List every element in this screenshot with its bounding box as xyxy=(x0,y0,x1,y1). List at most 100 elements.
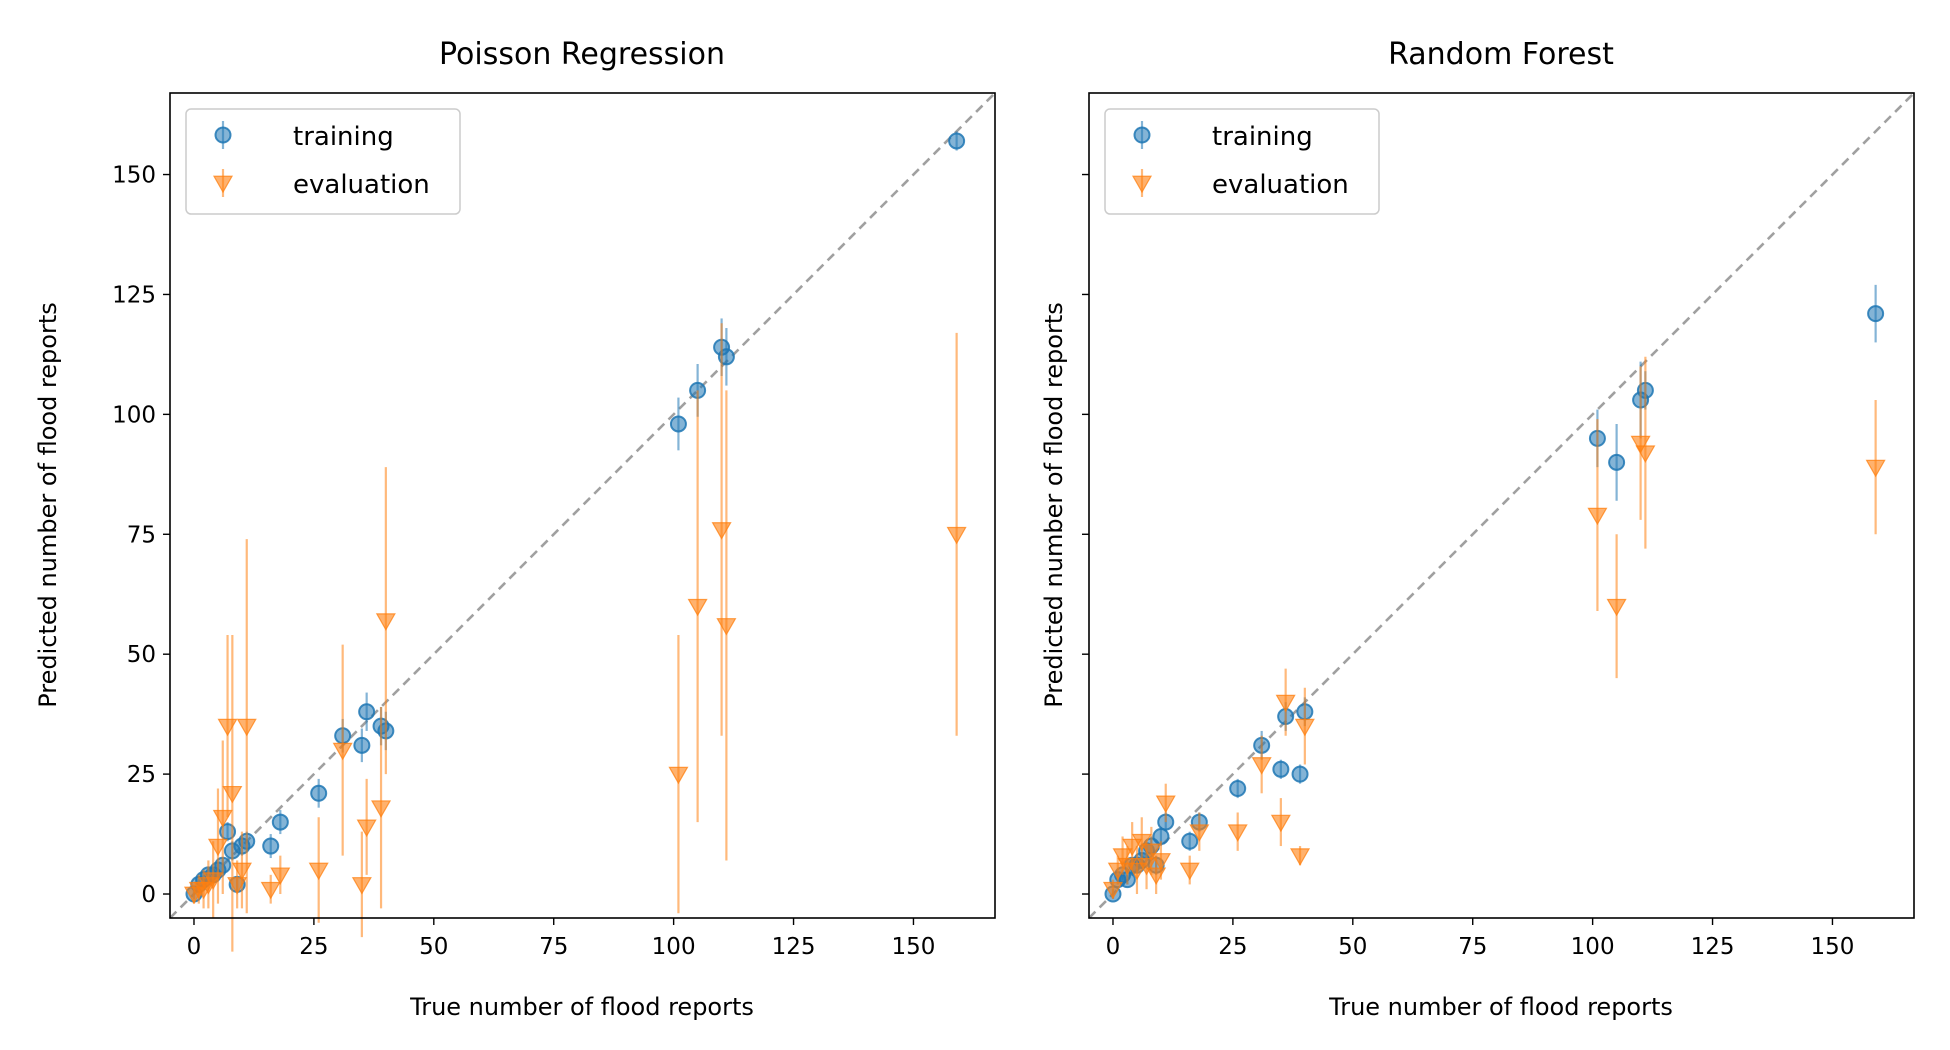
poisson-regression-y-ticks: 0 25 50 75 100 125 150 xyxy=(112,163,170,908)
poisson-regression-evaluation-point-22 xyxy=(711,522,732,540)
random-forest-evaluation-point-1 xyxy=(1107,862,1128,881)
poisson-regression-training-point-24 xyxy=(948,132,966,150)
poisson-regression-panel: 0 25 50 75 100 125 150 0 25 50 75 100 125 150 Poisso… xyxy=(34,37,996,1021)
random-forest-evaluation-point-24 xyxy=(1865,459,1886,478)
random-forest-training-point-14 xyxy=(1229,779,1247,797)
poisson-regression-evaluation-point-13 xyxy=(270,867,291,886)
random-forest-training-point-18 xyxy=(1291,765,1309,783)
poisson-regression-training-point-12 xyxy=(262,837,280,855)
random-forest-x-tick-label-150: 150 xyxy=(1811,934,1855,960)
random-forest-x-tick-label-25: 25 xyxy=(1218,934,1247,960)
random-forest-evaluation-point-5 xyxy=(1126,862,1147,881)
poisson-regression-legend-training-label: training xyxy=(293,122,394,152)
random-forest-x-tick-label-0: 0 xyxy=(1106,934,1121,960)
poisson-regression-legend-training-symbol xyxy=(214,126,232,144)
random-forest-x-tick-label-125: 125 xyxy=(1691,934,1735,960)
random-forest-x-ticks: 0 25 50 75 100 125 150 xyxy=(1106,918,1855,960)
poisson-regression-marks xyxy=(169,92,996,952)
random-forest-series-evaluation xyxy=(1102,356,1886,900)
random-forest-evaluation-point-7 xyxy=(1136,857,1157,876)
poisson-regression-evaluation-point-15 xyxy=(332,742,353,761)
random-forest-legend-training-marker xyxy=(1133,121,1151,149)
random-forest-legend-training-symbol xyxy=(1133,126,1151,144)
random-forest-axes-frame xyxy=(1088,92,1915,919)
random-forest-evaluation-point-16 xyxy=(1270,814,1291,833)
random-forest-y-label: Predicted number of flood reports xyxy=(1040,302,1068,708)
random-forest-x-tick-label-75: 75 xyxy=(1458,934,1487,960)
poisson-regression-evaluation-point-18 xyxy=(371,800,392,818)
poisson-regression-axes-frame xyxy=(169,92,996,919)
random-forest-training-point-12 xyxy=(1181,832,1199,850)
poisson-regression-y-tick-label-125: 125 xyxy=(112,282,156,308)
poisson-regression-training-point-13 xyxy=(271,813,289,831)
poisson-regression-evaluation-point-10 xyxy=(231,862,252,881)
poisson-regression-evaluation-point-14 xyxy=(308,862,329,881)
poisson-regression-evaluation-point-12 xyxy=(260,881,281,900)
random-forest-evaluation-point-22 xyxy=(1630,435,1651,454)
poisson-regression-legend-evaluation-symbol xyxy=(212,175,234,194)
poisson-regression-evaluation-point-11 xyxy=(236,718,257,737)
random-forest-evaluation-point-20 xyxy=(1587,507,1608,526)
random-forest-x-tick-label-50: 50 xyxy=(1338,934,1367,960)
poisson-regression-evaluation-point-20 xyxy=(668,766,689,785)
random-forest-legend-box xyxy=(1104,108,1380,215)
poisson-regression-evaluation-point-24 xyxy=(946,526,967,545)
poisson-regression-x-tick-label-25: 25 xyxy=(299,934,328,960)
random-forest-evaluation-point-19 xyxy=(1294,718,1315,737)
poisson-regression-legend-training-marker xyxy=(214,121,232,149)
random-forest-legend-evaluation-label: evaluation xyxy=(1212,170,1349,200)
poisson-regression-title: Poisson Regression xyxy=(439,37,725,72)
random-forest-legend-evaluation-symbol xyxy=(1131,175,1153,194)
random-forest-evaluation-point-8 xyxy=(1141,843,1162,862)
random-forest-evaluation-point-12 xyxy=(1179,862,1200,881)
random-forest-evaluation-point-2 xyxy=(1112,848,1133,866)
random-forest-title: Random Forest xyxy=(1388,37,1614,72)
random-forest-evaluation-point-10 xyxy=(1150,853,1171,871)
poisson-regression-evaluation-point-5 xyxy=(207,838,228,857)
poisson-regression-x-tick-label-75: 75 xyxy=(539,934,568,960)
random-forest-x-label: True number of flood reports xyxy=(1328,993,1673,1021)
random-forest-marks xyxy=(1088,92,1915,919)
poisson-regression-training-point-17 xyxy=(358,703,376,721)
random-forest-evaluation-point-17 xyxy=(1275,694,1296,713)
random-forest-y-ticks xyxy=(1082,173,1089,895)
poisson-regression-evaluation-point-19 xyxy=(375,613,396,631)
random-forest-evaluation-point-18 xyxy=(1290,848,1311,866)
random-forest-evaluation-point-11 xyxy=(1155,795,1176,814)
poisson-regression-evaluation-point-21 xyxy=(687,598,708,617)
poisson-regression-y-tick-label-50: 50 xyxy=(127,642,156,668)
poisson-regression-x-ticks: 0 25 50 75 100 125 150 xyxy=(187,918,936,960)
random-forest-evaluation-point-15 xyxy=(1251,757,1272,775)
poisson-regression-y-tick-label-75: 75 xyxy=(127,522,156,548)
poisson-regression-y-label: Predicted number of flood reports xyxy=(34,302,62,708)
random-forest-evaluation-point-21 xyxy=(1606,598,1627,617)
random-forest-evaluation-point-0 xyxy=(1102,881,1124,900)
poisson-regression-legend-evaluation-label: evaluation xyxy=(293,170,430,200)
poisson-regression-series-evaluation xyxy=(183,323,967,952)
random-forest-evaluation-point-13 xyxy=(1189,824,1210,842)
random-forest-panel: 0 25 50 75 100 125 150 Random Forest True numb… xyxy=(1040,37,1915,1021)
poisson-regression-evaluation-point-6 xyxy=(212,809,233,828)
poisson-regression-legend-box xyxy=(185,108,461,215)
poisson-regression-evaluation-point-16 xyxy=(351,877,372,895)
random-forest-evaluation-point-9 xyxy=(1146,867,1167,886)
poisson-regression-y-tick-label-150: 150 xyxy=(112,163,156,189)
random-forest-x-tick-label-100: 100 xyxy=(1571,934,1615,960)
poisson-regression-x-tick-label-0: 0 xyxy=(187,934,202,960)
poisson-regression-x-label: True number of flood reports xyxy=(409,993,754,1021)
random-forest-legend-evaluation-marker xyxy=(1131,169,1153,197)
poisson-regression-x-tick-label-150: 150 xyxy=(892,934,936,960)
poisson-regression-evaluation-point-9 xyxy=(227,877,248,895)
random-forest-legend-training-label: training xyxy=(1212,122,1313,152)
poisson-regression-legend: training evaluation xyxy=(185,108,461,215)
poisson-regression-evaluation-point-7 xyxy=(217,718,238,737)
random-forest-evaluation-point-6 xyxy=(1131,833,1152,852)
poisson-regression-evaluation-point-17 xyxy=(356,819,377,838)
poisson-regression-training-point-16 xyxy=(353,736,371,754)
random-forest-evaluation-point-4 xyxy=(1122,838,1143,857)
random-forest-evaluation-point-23 xyxy=(1635,445,1656,463)
random-forest-training-point-21 xyxy=(1608,453,1626,471)
poisson-regression-legend-evaluation-marker xyxy=(212,169,234,197)
poisson-regression-y-tick-label-25: 25 xyxy=(127,762,156,788)
